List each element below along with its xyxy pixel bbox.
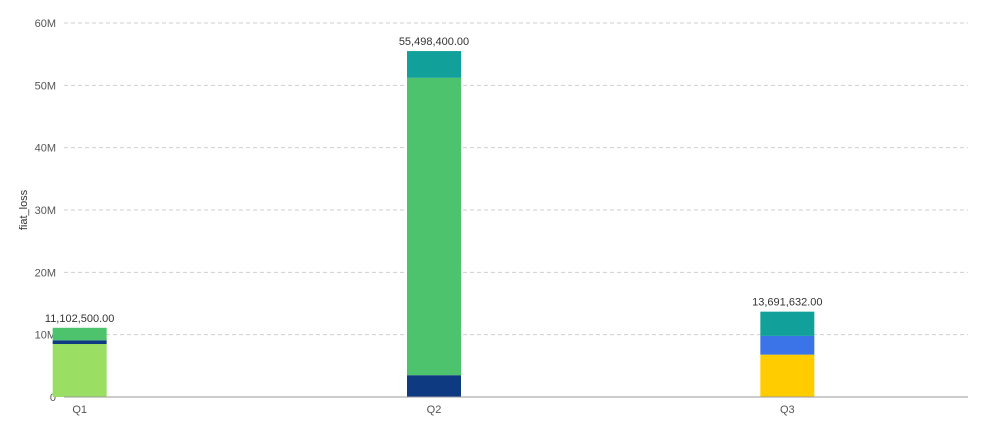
gridlines (64, 22, 968, 336)
bar-segment[interactable] (760, 354, 815, 397)
bar-total-label: 13,691,632.00 (752, 297, 822, 309)
bar-segment[interactable] (407, 375, 461, 397)
bar-total-label: 11,102,500.00 (45, 313, 115, 325)
x-tick-label: Q3 (780, 404, 795, 416)
bar-Q1[interactable]: 11,102,500.00 (45, 313, 115, 397)
y-tick-label: 60M (35, 18, 56, 30)
bars: 11,102,500.00 55,498,400.00 13,691,632.00 (45, 36, 823, 397)
y-tick-label: 40M (35, 143, 56, 155)
y-axis-ticks: 0 10M 20M 30M 40M 50M 60M (35, 18, 56, 404)
bar-Q3[interactable]: 13,691,632.00 (752, 297, 823, 397)
bar-segment[interactable] (760, 335, 815, 355)
y-tick-label: 30M (35, 205, 56, 217)
bar-segment[interactable] (52, 340, 107, 345)
bar-segment[interactable] (52, 327, 107, 341)
bar-segment[interactable] (407, 51, 461, 78)
x-tick-label: Q1 (72, 404, 87, 416)
y-tick-label: 50M (35, 80, 56, 92)
y-axis-title: fiat_loss (18, 189, 30, 230)
bar-segment[interactable] (407, 77, 461, 376)
y-tick-label: 0 (50, 392, 56, 404)
bar-segment[interactable] (760, 311, 815, 336)
y-tick-label: 10M (35, 330, 56, 342)
bar-segment[interactable] (52, 344, 107, 397)
bar-total-label: 55,498,400.00 (399, 36, 469, 48)
y-tick-label: 20M (35, 267, 56, 279)
x-axis-ticks: Q1 Q2 Q3 (72, 404, 794, 416)
x-tick-label: Q2 (427, 404, 442, 416)
bar-Q2[interactable]: 55,498,400.00 (399, 36, 469, 397)
